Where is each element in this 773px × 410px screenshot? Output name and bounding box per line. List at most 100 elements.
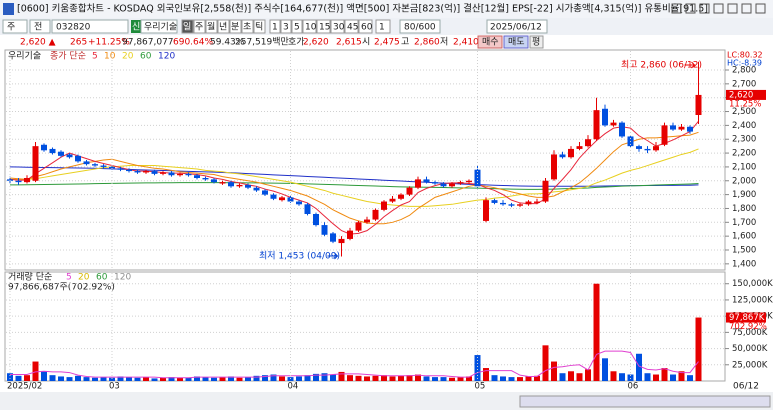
volume-bar: [177, 377, 183, 381]
volume-bar: [466, 376, 472, 381]
minute-button[interactable]: [269, 19, 281, 34]
multiplier-box[interactable]: [375, 19, 391, 34]
legend-entry: 120: [158, 52, 175, 62]
last-volume-tag: [726, 312, 766, 323]
date-input[interactable]: [486, 19, 548, 34]
y-tick-label: 1,900: [732, 190, 756, 200]
low-arrow: [327, 252, 339, 260]
candle-body: [483, 200, 489, 221]
volume-bar: [525, 376, 532, 381]
candle-body: [151, 171, 158, 174]
unit-label: 월: [207, 21, 215, 33]
unit-button[interactable]: [193, 19, 206, 34]
volume-bar: [636, 353, 642, 381]
minute-button[interactable]: [316, 19, 331, 34]
unit-button[interactable]: [241, 19, 254, 34]
candle-body: [389, 198, 396, 202]
candle-body: [525, 201, 532, 205]
y-tick-label: 25,000K: [732, 360, 768, 370]
y-tick-label: 75,000K: [732, 328, 768, 338]
candle-body: [219, 182, 226, 184]
volume-bar: [185, 377, 192, 381]
quote-label: 호가: [288, 37, 305, 48]
unit-label: 주: [195, 22, 203, 33]
y-tick-label: 1,500: [732, 246, 756, 256]
candle-body: [228, 182, 234, 187]
minute-button[interactable]: [344, 19, 359, 34]
unit-label: 일: [183, 22, 191, 33]
minute-button[interactable]: [302, 19, 317, 34]
candle-body: [687, 126, 693, 132]
candle-body: [304, 204, 311, 214]
unit-label: 년: [219, 22, 227, 33]
unit-button[interactable]: [217, 19, 230, 34]
name-box: [140, 19, 178, 34]
y-tick-label: 2,200: [732, 149, 756, 159]
candle-body: [100, 165, 107, 167]
volume-bar: [415, 374, 421, 381]
minute-button[interactable]: [291, 19, 303, 34]
volume: 97,867,077: [122, 38, 174, 48]
sell-button[interactable]: [503, 35, 529, 49]
market-select[interactable]: [29, 19, 51, 34]
title-bar: [0, 0, 773, 18]
volume-bar: [41, 371, 47, 381]
window-buttons[interactable]: [671, 3, 766, 14]
avg-button[interactable]: [529, 35, 544, 49]
volume-bar: [500, 376, 506, 381]
minute-button[interactable]: [280, 19, 292, 34]
candle-body: [406, 187, 413, 195]
ask: 2,620: [303, 38, 329, 48]
moving-average: [9, 120, 699, 235]
code-input[interactable]: [51, 19, 129, 34]
moving-average: [10, 148, 699, 207]
volume-bar: [313, 373, 319, 381]
volume-bar: [432, 377, 438, 381]
candle-body: [245, 184, 251, 188]
window-title: [0600] 키움종합차트 - KOSDAQ 외국인보유[2,558(천)] 주…: [17, 3, 708, 15]
high-annotation: 최고 2,860 (06/12): [621, 60, 702, 71]
candle-body: [177, 173, 183, 176]
buy-button[interactable]: [477, 35, 503, 49]
count-box[interactable]: [399, 19, 441, 34]
volume-bar: [58, 376, 64, 381]
candle-body: [143, 171, 149, 173]
volume-bar: [49, 375, 56, 381]
unit-button[interactable]: [229, 19, 242, 34]
candle-body: [313, 214, 319, 226]
unit-button[interactable]: [181, 19, 194, 34]
volume-bar: [661, 368, 668, 381]
unit-label: 분: [231, 22, 239, 33]
unit-label: 틱: [255, 21, 263, 33]
volume-average: [10, 350, 699, 379]
moving-average: [10, 182, 699, 190]
candle-body: [270, 194, 277, 199]
unit-button[interactable]: [253, 19, 266, 34]
minute-button[interactable]: [330, 19, 345, 34]
candle-body: [194, 175, 200, 178]
multiplier: 1: [379, 23, 385, 33]
bid: 2,615: [336, 38, 362, 48]
volume-bar: [542, 345, 549, 381]
minute-button[interactable]: [358, 19, 373, 34]
x-tick-label: 05: [475, 382, 486, 392]
volume-bar: [593, 283, 600, 381]
volume-bar: [253, 375, 260, 381]
unit-button[interactable]: [205, 19, 218, 34]
volume-bar: [644, 373, 651, 381]
volume-bar: [287, 377, 294, 381]
candle-body: [32, 146, 39, 181]
candle-body: [321, 225, 328, 235]
price: 2,620 ▲: [20, 38, 56, 48]
candle-body: [585, 139, 591, 147]
stock-name: 우리기술: [144, 22, 177, 33]
legend-entry: 5: [92, 52, 98, 62]
volume-title: 거래량 단순: [8, 271, 52, 283]
volume-bar: [687, 375, 693, 381]
avg: 평: [532, 37, 540, 48]
scroll-buttons[interactable]: [519, 395, 771, 408]
period-select[interactable]: [2, 19, 28, 34]
candle-body: [619, 122, 625, 137]
low-label: 저: [440, 37, 448, 48]
volume-bar: [279, 376, 285, 381]
